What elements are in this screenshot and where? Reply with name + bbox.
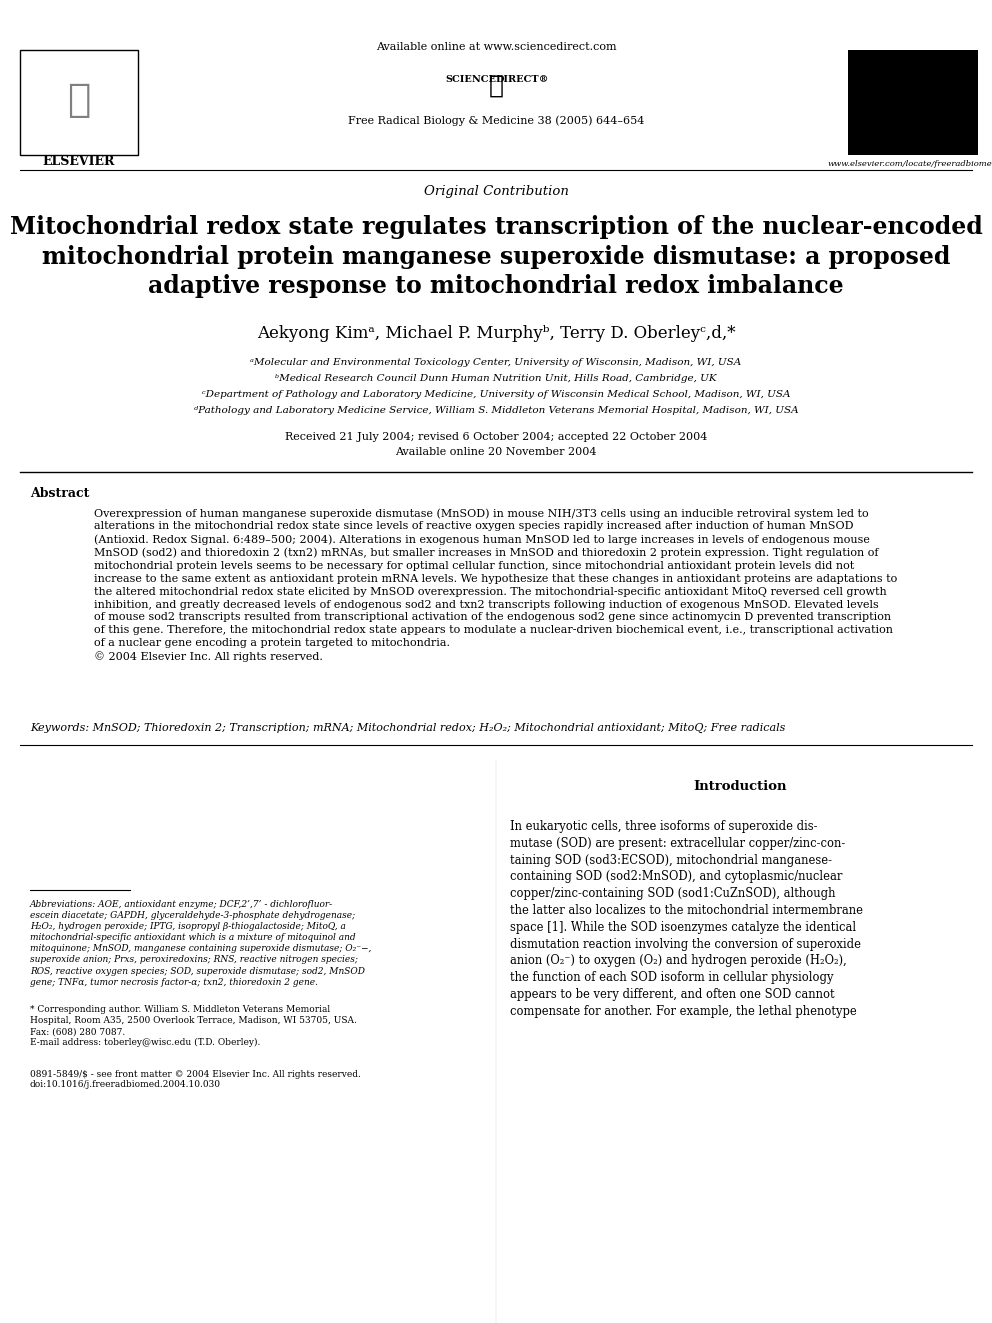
Text: ⓐ: ⓐ (488, 75, 504, 98)
Text: Free Radical Biology & Medicine 38 (2005) 644–654: Free Radical Biology & Medicine 38 (2005… (348, 115, 644, 126)
Text: ᵈPathology and Laboratory Medicine Service, William S. Middleton Veterans Memori: ᵈPathology and Laboratory Medicine Servi… (193, 406, 799, 415)
Text: Available online 20 November 2004: Available online 20 November 2004 (395, 447, 597, 456)
Text: Available online at www.sciencedirect.com: Available online at www.sciencedirect.co… (376, 42, 616, 52)
Bar (848, 50, 978, 155)
Text: Abbreviations: AOE, antioxidant enzyme; DCF,2’,7’ - dichlorofluor-
escein diacet: Abbreviations: AOE, antioxidant enzyme; … (30, 900, 371, 987)
Text: Aekyong Kimᵃ, Michael P. Murphyᵇ, Terry D. Oberleyᶜ,d,*: Aekyong Kimᵃ, Michael P. Murphyᵇ, Terry … (257, 325, 735, 343)
Text: Introduction: Introduction (693, 781, 787, 792)
Text: www.elsevier.com/locate/freeradbiomed: www.elsevier.com/locate/freeradbiomed (828, 160, 992, 168)
Text: Overexpression of human manganese superoxide dismutase (MnSOD) in mouse NIH/3T3 : Overexpression of human manganese supero… (94, 508, 898, 662)
Text: Original Contribution: Original Contribution (424, 185, 568, 198)
Text: ᵇMedical Research Council Dunn Human Nutrition Unit, Hills Road, Cambridge, UK: ᵇMedical Research Council Dunn Human Nut… (275, 374, 717, 382)
Text: * Corresponding author. William S. Middleton Veterans Memorial
Hospital, Room A3: * Corresponding author. William S. Middl… (30, 1005, 357, 1048)
Text: Received 21 July 2004; revised 6 October 2004; accepted 22 October 2004: Received 21 July 2004; revised 6 October… (285, 433, 707, 442)
Text: ᶜDepartment of Pathology and Laboratory Medicine, University of Wisconsin Medica: ᶜDepartment of Pathology and Laboratory … (201, 390, 791, 400)
Text: In eukaryotic cells, three isoforms of superoxide dis-
mutase (SOD) are present:: In eukaryotic cells, three isoforms of s… (510, 820, 863, 1017)
Text: ᵃMolecular and Environmental Toxicology Center, University of Wisconsin, Madison: ᵃMolecular and Environmental Toxicology … (250, 359, 742, 366)
Text: Keywords: MnSOD; Thioredoxin 2; Transcription; mRNA; Mitochondrial redox; H₂O₂; : Keywords: MnSOD; Thioredoxin 2; Transcri… (30, 722, 786, 733)
Text: Mitochondrial redox state regulates transcription of the nuclear-encoded
mitocho: Mitochondrial redox state regulates tran… (10, 216, 982, 299)
Text: Abstract: Abstract (30, 487, 89, 500)
Text: 0891-5849/$ - see front matter © 2004 Elsevier Inc. All rights reserved.
doi:10.: 0891-5849/$ - see front matter © 2004 El… (30, 1070, 361, 1089)
Text: SCIENCE: SCIENCE (445, 75, 496, 83)
Text: DIRECT®: DIRECT® (496, 75, 550, 83)
Text: 🌿: 🌿 (67, 81, 90, 119)
Bar (20, 50, 138, 155)
Text: ELSEVIER: ELSEVIER (43, 155, 115, 168)
